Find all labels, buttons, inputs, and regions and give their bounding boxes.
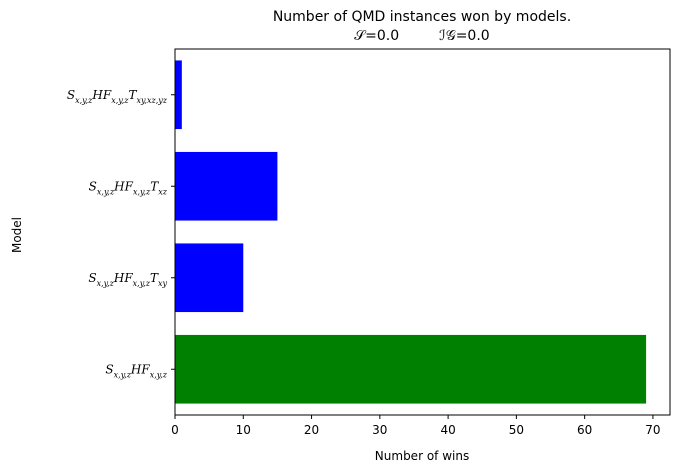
- s-label: 𝒮: [354, 28, 367, 44]
- chart-subtitle: 𝒮=0.0 ℐ𝒢=0.0: [354, 28, 489, 44]
- y-tick-label-3: Sx,y,zHFx,y,zTxy,xz,yz: [67, 88, 168, 105]
- x-tick-label-0: 0: [171, 423, 179, 437]
- x-tick-label-5: 50: [509, 423, 524, 437]
- bar-0: [175, 334, 647, 404]
- x-tick-label-7: 70: [645, 423, 660, 437]
- x-tick-label-1: 10: [236, 423, 251, 437]
- y-tick-label-2: Sx,y,zHFx,y,zTxz: [89, 179, 168, 196]
- x-tick-label-4: 40: [440, 423, 455, 437]
- x-tick-label-2: 20: [304, 423, 319, 437]
- plot-area: 0 10 20 30 40 50 60 70 Sx,y,zHFx,y,z Sx,y,zHFx,y,…: [67, 48, 671, 437]
- ig-value: =0.0: [456, 28, 490, 44]
- chart-title: Number of QMD instances won by models. 𝒮…: [273, 9, 571, 44]
- chart-title-text: Number of QMD instances won by models.: [273, 9, 571, 25]
- y-tick-label-0: Sx,y,zHFx,y,z: [105, 362, 167, 379]
- bar-1: [175, 243, 244, 313]
- bar-2: [175, 151, 278, 221]
- x-tick-label-6: 60: [577, 423, 592, 437]
- plot-frame: [174, 48, 671, 416]
- bar-3: [175, 60, 182, 130]
- x-axis-label: Number of wins: [375, 449, 469, 463]
- x-tick-label-3: 30: [372, 423, 387, 437]
- y-tick-label-1: Sx,y,zHFx,y,zTxy: [88, 271, 167, 288]
- y-axis-label: Model: [10, 217, 24, 253]
- ig-label: ℐ𝒢: [439, 28, 456, 44]
- s-value: =0.0: [365, 28, 399, 44]
